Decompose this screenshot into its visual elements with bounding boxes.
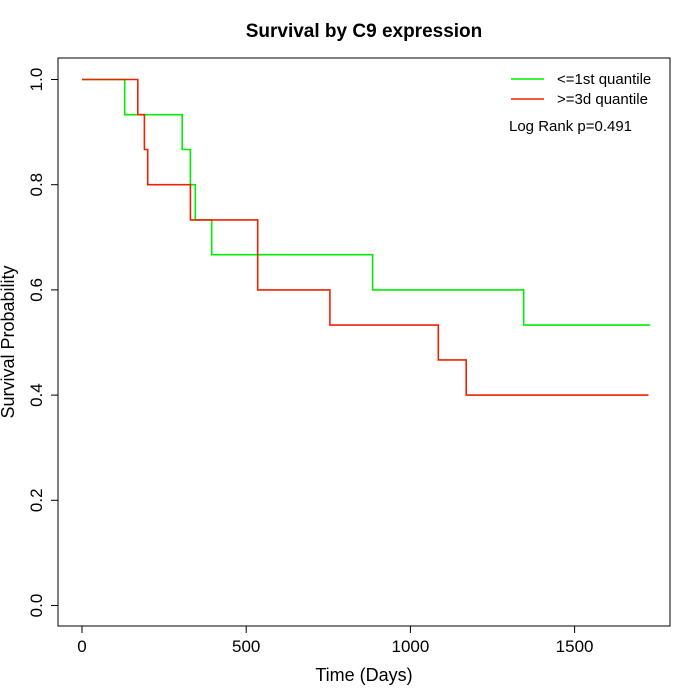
y-tick-label: 0.8 [27,173,46,197]
legend: <=1st quantile >=3d quantile [511,71,651,108]
y-tick-label: 0.2 [27,488,46,512]
x-axis: 0 500 1000 1500 [77,625,594,656]
legend-label: >=3d quantile [557,91,648,108]
plot-frame [57,57,671,627]
x-tick-label: 500 [232,637,260,656]
y-tick-label: 0.0 [27,594,46,618]
x-tick-label: 0 [77,637,86,656]
y-axis-label: Survival Probability [0,265,18,418]
chart-title: Survival by C9 expression [246,21,483,42]
legend-label: <=1st quantile [557,71,651,88]
x-axis-label: Time (Days) [315,665,412,685]
x-tick-label: 1000 [391,637,429,656]
y-tick-label: 0.4 [27,383,46,407]
series-line-low-quantile [82,78,651,326]
y-tick-label: 0.6 [27,278,46,302]
log-rank-annotation: Log Rank p=0.491 [509,118,632,135]
y-axis: 0.0 0.2 0.4 0.6 0.8 1.0 [27,68,59,618]
series-line-high-quantile [82,78,649,396]
x-tick-label: 1500 [556,637,594,656]
y-tick-label: 1.0 [27,68,46,92]
survival-curves [82,78,651,396]
